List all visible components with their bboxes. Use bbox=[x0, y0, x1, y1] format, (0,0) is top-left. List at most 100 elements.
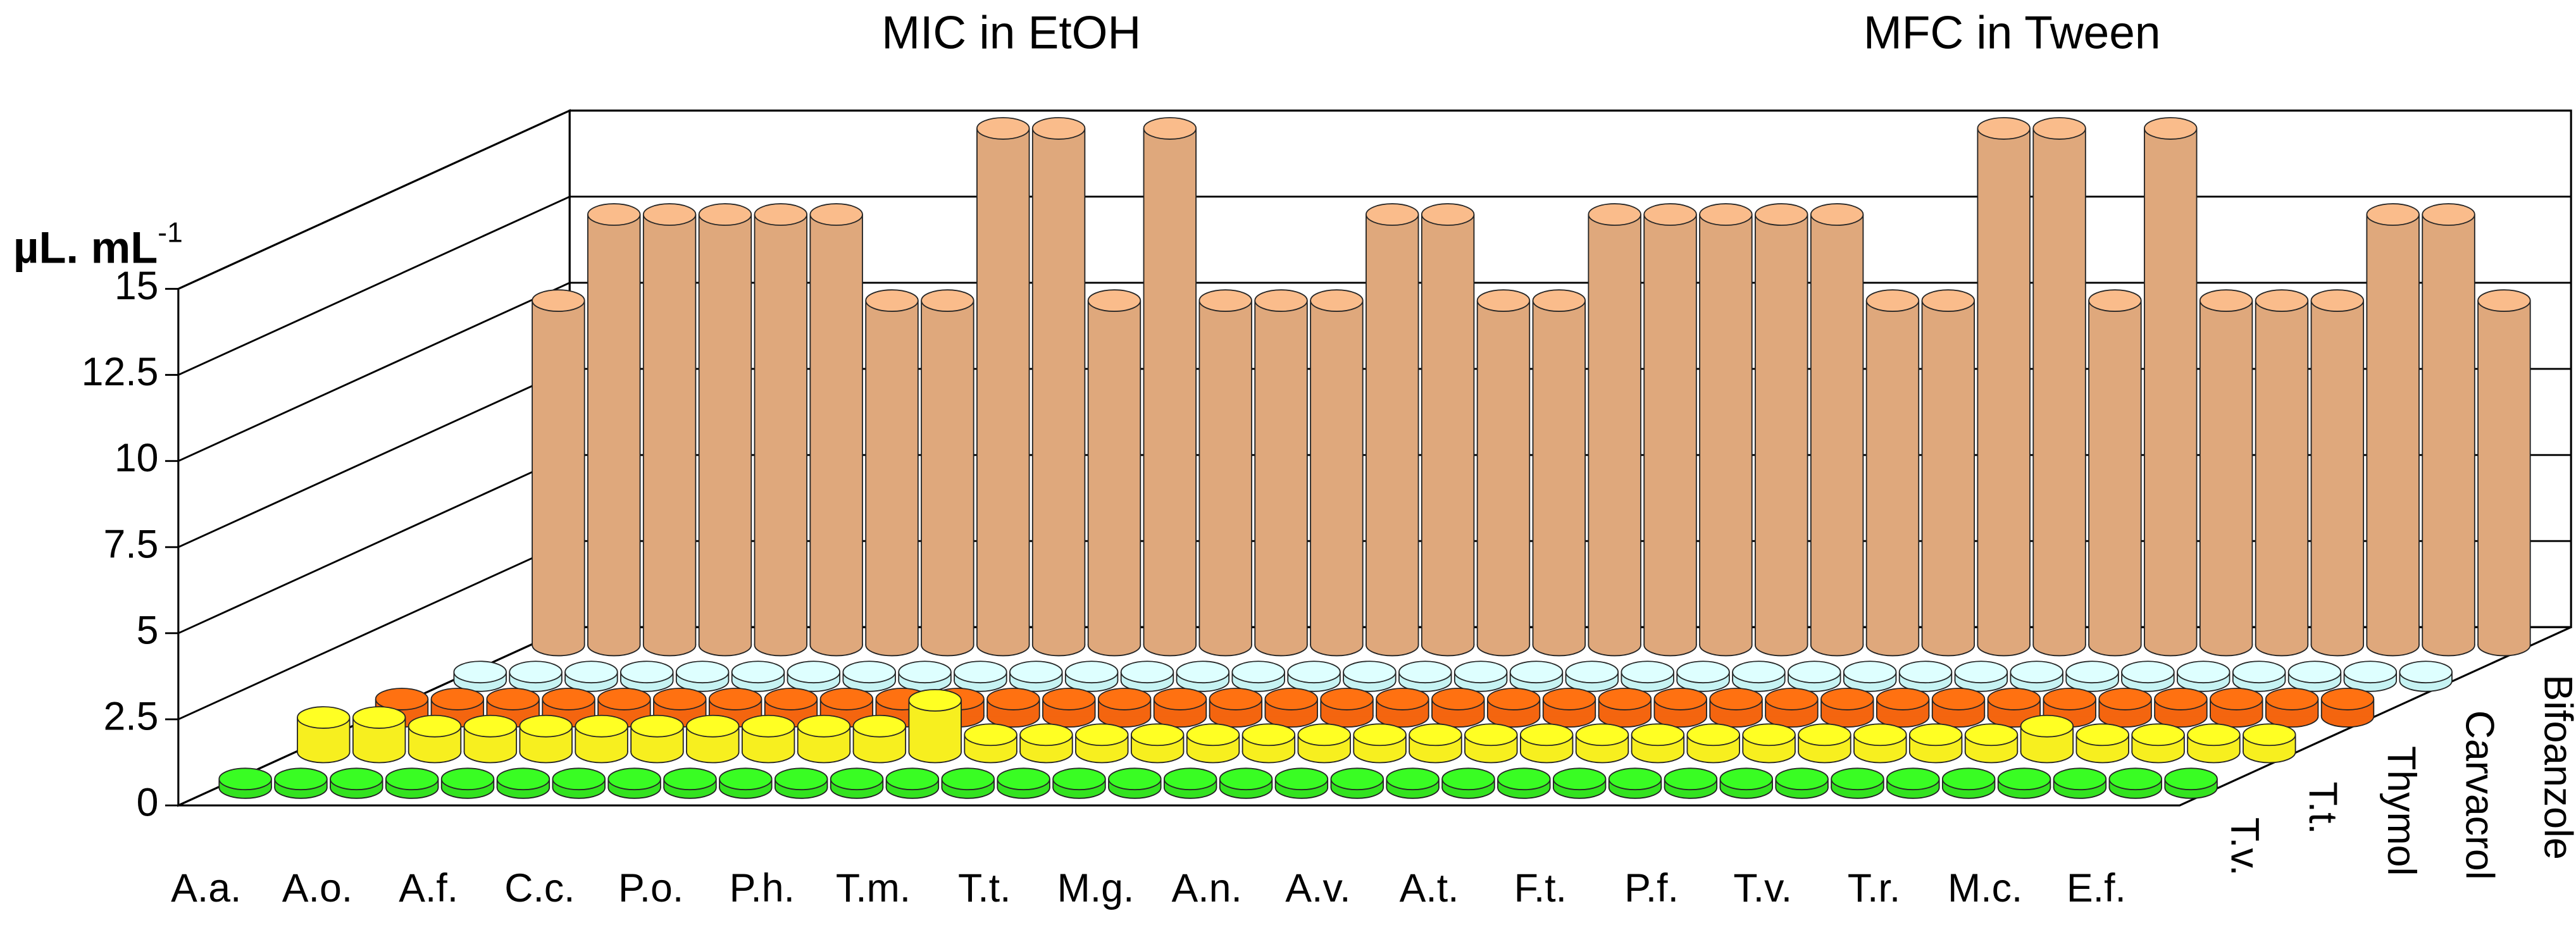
cylinder-top bbox=[1810, 203, 1864, 226]
cylinder bbox=[1366, 203, 1419, 657]
cylinder bbox=[297, 706, 351, 764]
cylinder bbox=[1755, 203, 1808, 657]
cylinder bbox=[686, 714, 740, 764]
cylinder-top bbox=[2422, 203, 2475, 226]
cylinder-top bbox=[2108, 767, 2162, 791]
cylinder bbox=[1865, 289, 1920, 657]
cylinder bbox=[2287, 661, 2342, 692]
cylinder-top bbox=[1009, 661, 1063, 684]
cylinder bbox=[698, 203, 752, 657]
cylinder-body bbox=[1477, 301, 1530, 645]
cylinder bbox=[921, 289, 974, 657]
cylinder-top bbox=[1409, 723, 1462, 747]
cylinder bbox=[330, 767, 383, 799]
cylinder bbox=[1097, 688, 1152, 728]
cylinder-top bbox=[1153, 688, 1207, 710]
cylinder-top bbox=[898, 661, 952, 684]
cylinder-top bbox=[1631, 723, 1685, 747]
cylinder-top bbox=[1241, 723, 1296, 747]
cylinder bbox=[1421, 203, 1475, 657]
cylinder-top bbox=[954, 661, 1007, 684]
cylinder-top bbox=[852, 714, 907, 738]
cylinder-body bbox=[1143, 128, 1197, 645]
grid-line bbox=[178, 109, 2572, 290]
cylinder bbox=[1209, 688, 1263, 728]
cylinder-top bbox=[986, 688, 1040, 710]
cylinder-top bbox=[1876, 688, 1930, 710]
cylinder-top bbox=[2232, 661, 2286, 684]
cylinder-top bbox=[1366, 203, 1419, 226]
cylinder-top bbox=[375, 688, 429, 710]
cylinder-top bbox=[1831, 767, 1884, 791]
cylinder bbox=[1686, 723, 1740, 764]
cylinder-top bbox=[731, 661, 785, 684]
cylinder bbox=[1621, 661, 1674, 692]
cylinder-top bbox=[1977, 117, 2031, 140]
cylinder bbox=[1664, 767, 1718, 799]
cylinder bbox=[852, 714, 907, 764]
cylinder bbox=[1519, 723, 1574, 764]
cylinder bbox=[1254, 289, 1308, 657]
cylinder-top bbox=[2098, 688, 2152, 710]
cylinder-body bbox=[754, 214, 807, 645]
cylinder bbox=[1143, 117, 1197, 657]
cylinder bbox=[509, 661, 563, 692]
cylinder bbox=[1843, 661, 1897, 692]
cylinder-top bbox=[708, 688, 762, 710]
cylinder bbox=[719, 767, 773, 799]
cylinder-top bbox=[719, 767, 773, 791]
cylinder bbox=[1742, 723, 1796, 764]
cylinder-body bbox=[1032, 128, 1085, 645]
cylinder bbox=[1542, 688, 1596, 728]
cylinder-top bbox=[1320, 688, 1374, 710]
cylinder bbox=[1009, 661, 1063, 692]
cylinder-top bbox=[1643, 203, 1697, 226]
cylinder bbox=[2144, 117, 2198, 657]
cylinder-top bbox=[453, 661, 507, 684]
cylinder-body bbox=[2089, 301, 2141, 645]
cylinder-top bbox=[908, 688, 962, 712]
cylinder-top bbox=[1274, 767, 1329, 791]
cylinder bbox=[1954, 661, 2008, 692]
cylinder bbox=[1353, 723, 1407, 764]
cylinder-body bbox=[1533, 301, 1586, 645]
cylinder bbox=[1198, 289, 1252, 657]
cylinder bbox=[642, 203, 697, 657]
cylinder-top bbox=[1788, 661, 1841, 684]
cylinder bbox=[1598, 688, 1652, 728]
cylinder-top bbox=[552, 767, 606, 791]
cylinder bbox=[1820, 688, 1874, 728]
cylinder-top bbox=[2310, 289, 2365, 312]
cylinder bbox=[1898, 661, 1953, 692]
y-tick-label: 10 bbox=[115, 436, 159, 480]
cylinder bbox=[1274, 767, 1329, 799]
group-title: MIC in EtOH bbox=[881, 8, 1141, 59]
cylinder bbox=[885, 767, 940, 799]
series-label: Carvacrol bbox=[2458, 710, 2502, 880]
cylinder bbox=[1964, 723, 2019, 764]
cylinder bbox=[2243, 723, 2296, 764]
cylinder-top bbox=[1108, 767, 1162, 791]
cylinder-top bbox=[698, 203, 752, 226]
cylinder bbox=[865, 289, 919, 657]
cylinder bbox=[1130, 723, 1185, 764]
cylinder-top bbox=[1519, 723, 1574, 747]
cylinder bbox=[1064, 661, 1119, 692]
cylinder-top bbox=[1798, 723, 1851, 747]
cylinder bbox=[440, 767, 495, 799]
cylinder bbox=[842, 661, 896, 692]
cylinder-top bbox=[653, 688, 707, 710]
cylinder bbox=[1176, 661, 1230, 692]
cylinder bbox=[2154, 688, 2208, 728]
cylinder bbox=[1588, 203, 1641, 657]
cylinder bbox=[986, 688, 1040, 728]
cylinder-top bbox=[1287, 661, 1341, 684]
y-tick-label: 7.5 bbox=[103, 522, 158, 566]
cylinder bbox=[1997, 767, 2051, 799]
cylinder-top bbox=[408, 714, 462, 738]
cylinder-top bbox=[564, 661, 618, 684]
cylinder bbox=[1765, 688, 1819, 728]
cylinder bbox=[1052, 767, 1106, 799]
cylinder-top bbox=[1621, 661, 1674, 684]
